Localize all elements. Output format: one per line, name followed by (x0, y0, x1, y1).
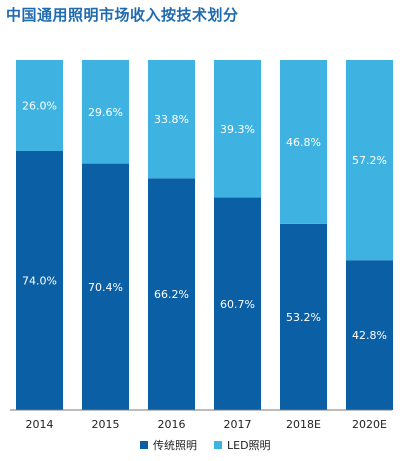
bar-traditional-2015 (82, 163, 129, 410)
bar-led-2020E (346, 60, 393, 261)
x-tick-label-2020E: 2020E (352, 418, 387, 431)
bar-traditional-2017 (214, 197, 261, 410)
data-label-led-2014: 26.0% (22, 100, 57, 113)
legend-swatch-led (214, 441, 222, 449)
bar-traditional-2020E (346, 260, 393, 410)
data-label-traditional-2016: 66.2% (154, 288, 189, 301)
x-tick-label-2015: 2015 (92, 418, 120, 431)
x-tick-label-2014: 2014 (26, 418, 54, 431)
data-label-traditional-2017: 60.7% (220, 298, 255, 311)
data-label-traditional-2015: 70.4% (88, 281, 123, 294)
data-label-traditional-2018E: 53.2% (286, 311, 321, 324)
legend: 传统照明 LED照明 (140, 439, 271, 452)
legend-swatch-traditional (140, 441, 148, 449)
data-label-traditional-2020E: 42.8% (352, 329, 387, 342)
bar-led-2017 (214, 60, 261, 198)
legend-label-traditional: 传统照明 (153, 439, 197, 452)
x-tick-label-2018E: 2018E (286, 418, 321, 431)
data-label-led-2017: 39.3% (220, 123, 255, 136)
legend-label-led: LED照明 (227, 439, 271, 452)
bars-group (16, 60, 393, 410)
data-labels-group: 74.0% 26.0% 70.4% 29.6% 66.2% 33.8% 60.7% 39.3%… (22, 100, 387, 343)
bar-led-2018E (280, 60, 327, 224)
bar-led-2016 (148, 60, 195, 179)
chart-title: 中国通用照明市场收入按技术划分 (6, 6, 239, 24)
data-label-led-2020E: 57.2% (352, 154, 387, 167)
x-axis-ticks: 2014 2015 2016 2017 2018E 2020E (26, 418, 388, 431)
data-label-led-2018E: 46.8% (286, 136, 321, 149)
x-tick-label-2016: 2016 (158, 418, 186, 431)
bar-traditional-2016 (148, 178, 195, 410)
bar-led-2014 (16, 60, 63, 151)
bar-led-2015 (82, 60, 129, 164)
data-label-traditional-2014: 74.0% (22, 275, 57, 288)
bar-traditional-2018E (280, 223, 327, 410)
data-label-led-2015: 29.6% (88, 106, 123, 119)
bar-traditional-2014 (16, 151, 63, 410)
data-label-led-2016: 33.8% (154, 113, 189, 126)
x-tick-label-2017: 2017 (224, 418, 252, 431)
